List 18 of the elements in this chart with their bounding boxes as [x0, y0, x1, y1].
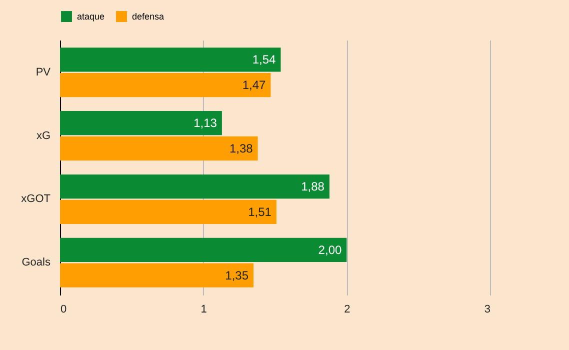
- data-label: 2,00: [318, 242, 342, 257]
- y-tick-label: xGOT: [21, 193, 51, 206]
- data-label: 1,47: [242, 78, 266, 92]
- data-label: 1,51: [248, 204, 272, 219]
- data-label: 1,13: [194, 116, 218, 130]
- x-tick-label: 3: [484, 304, 490, 316]
- y-tick-label: Goals: [22, 256, 51, 269]
- data-label: 1,35: [225, 268, 249, 282]
- data-label: 1,38: [229, 141, 254, 156]
- y-tick-label: xG: [36, 130, 50, 142]
- legend-label: defensa: [132, 12, 164, 22]
- data-label: 1,88: [301, 180, 325, 194]
- y-tick-label: PV: [36, 66, 52, 78]
- x-tick-label: 2: [344, 304, 350, 316]
- x-tick-label: 0: [60, 304, 67, 316]
- legend-label: ataque: [77, 12, 105, 22]
- x-tick-label: 1: [200, 304, 207, 316]
- data-label: 1,54: [252, 52, 276, 67]
